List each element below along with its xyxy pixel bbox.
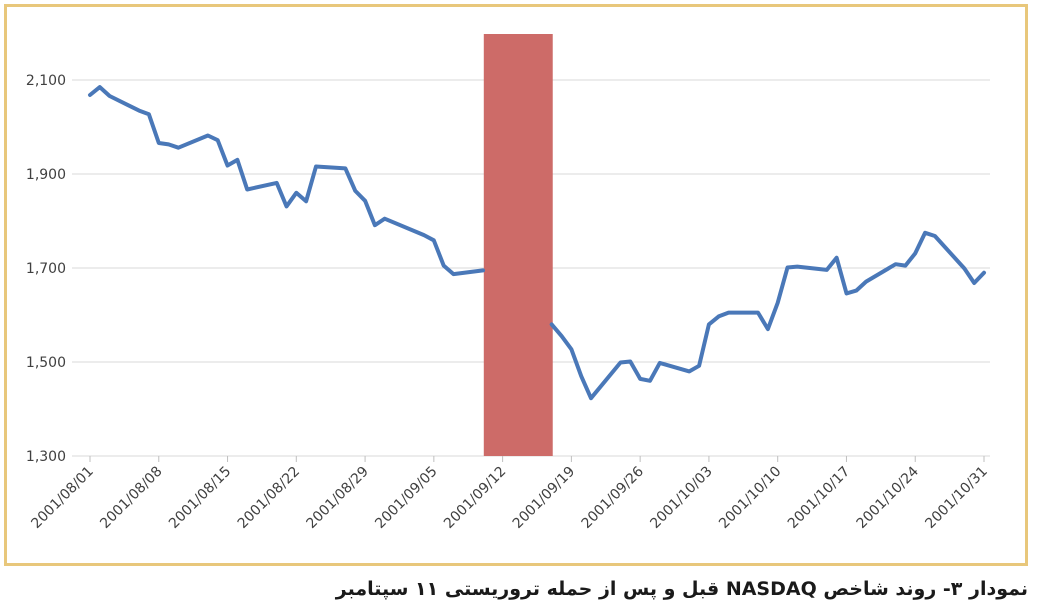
chart-caption: نمودار ۳- روند شاخص NASDAQ قبل و پس از ح… [335, 578, 1028, 600]
x-tick-label: 2001/10/10 [716, 464, 784, 532]
x-tick-label: 2001/08/22 [235, 464, 303, 532]
x-tick-label: 2001/08/29 [304, 464, 372, 532]
x-tick-label: 2001/10/17 [785, 464, 853, 532]
x-tick-label: 2001/09/05 [372, 464, 440, 532]
y-tick-label: 1,500 [26, 355, 66, 371]
x-tick-label: 2001/10/31 [922, 464, 990, 532]
x-tick-label: 2001/08/15 [166, 464, 234, 532]
x-tick-label: 2001/09/26 [579, 463, 647, 531]
y-tick-label: 1,700 [26, 261, 66, 277]
y-tick-label: 2,100 [26, 73, 66, 89]
x-tick-label: 2001/08/08 [97, 464, 165, 532]
series-line-2 [549, 230, 986, 401]
y-tick-label: 1,300 [26, 449, 66, 465]
x-tick-label: 2001/09/12 [441, 464, 509, 532]
attack-period-band [483, 34, 553, 456]
x-tick-label: 2001/08/01 [28, 464, 96, 532]
series-line-1 [88, 85, 485, 277]
x-tick-label: 2001/09/19 [510, 464, 578, 532]
x-tick-label: 2001/10/24 [854, 463, 922, 531]
x-tick-label: 2001/10/03 [647, 464, 715, 532]
y-tick-label: 1,900 [26, 167, 66, 183]
